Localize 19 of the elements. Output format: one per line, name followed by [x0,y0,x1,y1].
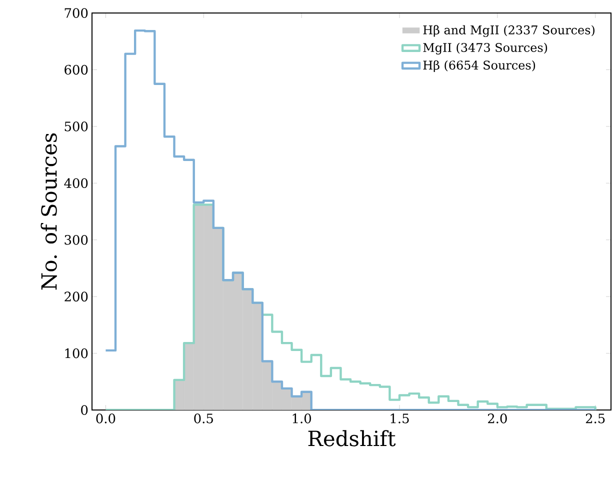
x-tick-label: 0.0 [96,414,116,424]
y-tick-label: 400 [64,178,88,188]
x-axis-title: Redshift [308,430,396,446]
y-tick-label: 600 [64,64,88,75]
y-tick-label: 100 [65,348,88,358]
y-tick-label: 0 [81,405,88,415]
y-tick-label: 200 [64,292,88,302]
y-tick-label: 300 [64,234,88,245]
x-tick-label: 2.0 [488,414,507,424]
y-tick-label: 500 [64,122,88,132]
x-tick-label: 2.5 [586,414,605,424]
legend-label: MgII (3473 Sources) [423,42,548,54]
y-axis-title: No. of Sources [40,133,57,290]
legend-label: Hβ (6654 Sources) [423,60,536,72]
legend-label: Hβ and MgII (2337 Sources) [423,25,594,37]
y-tick-label: 700 [64,8,88,18]
x-tick-label: 0.5 [194,414,213,424]
x-tick-label: 1.5 [390,414,409,424]
x-tick-label: 1.0 [292,414,311,424]
